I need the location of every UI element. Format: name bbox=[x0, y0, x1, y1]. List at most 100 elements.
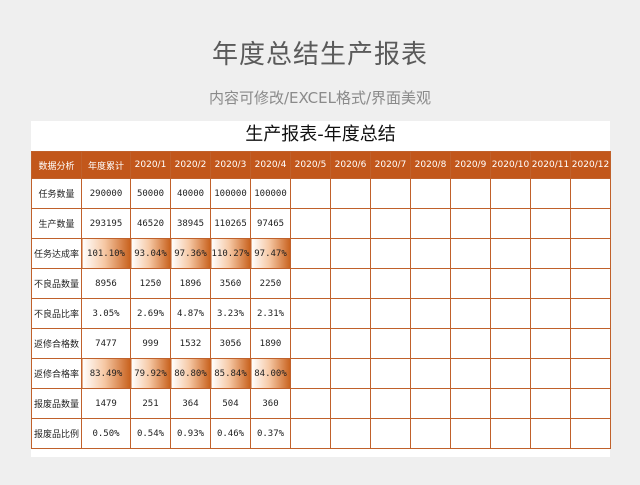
table-cell[interactable] bbox=[570, 358, 611, 389]
table-cell[interactable] bbox=[370, 388, 411, 419]
table-cell[interactable]: 290000 bbox=[81, 178, 131, 209]
table-cell[interactable] bbox=[410, 268, 451, 299]
table-cell[interactable]: 0.37% bbox=[250, 418, 291, 449]
table-cell[interactable] bbox=[290, 238, 331, 269]
table-cell[interactable] bbox=[330, 328, 371, 359]
table-cell[interactable]: 85.84% bbox=[210, 358, 251, 389]
table-cell[interactable] bbox=[490, 298, 531, 329]
table-cell[interactable]: 3056 bbox=[210, 328, 251, 359]
table-cell[interactable]: 110265 bbox=[210, 208, 251, 239]
table-cell[interactable] bbox=[490, 328, 531, 359]
table-cell[interactable] bbox=[490, 358, 531, 389]
table-cell[interactable] bbox=[370, 358, 411, 389]
table-cell[interactable]: 101.10% bbox=[81, 238, 131, 269]
table-cell[interactable] bbox=[330, 388, 371, 419]
table-cell[interactable] bbox=[530, 418, 571, 449]
table-cell[interactable] bbox=[330, 298, 371, 329]
table-cell[interactable]: 7477 bbox=[81, 328, 131, 359]
table-cell[interactable]: 1532 bbox=[170, 328, 211, 359]
table-cell[interactable] bbox=[490, 268, 531, 299]
row-label[interactable]: 不良品比率 bbox=[31, 298, 82, 329]
table-cell[interactable] bbox=[570, 208, 611, 239]
table-cell[interactable]: 97.36% bbox=[170, 238, 211, 269]
table-cell[interactable] bbox=[450, 178, 491, 209]
table-cell[interactable]: 2.31% bbox=[250, 298, 291, 329]
table-cell[interactable] bbox=[290, 358, 331, 389]
table-cell[interactable] bbox=[410, 298, 451, 329]
table-cell[interactable] bbox=[530, 178, 571, 209]
table-cell[interactable] bbox=[530, 208, 571, 239]
table-cell[interactable]: 251 bbox=[130, 388, 171, 419]
table-cell[interactable] bbox=[370, 418, 411, 449]
table-cell[interactable]: 40000 bbox=[170, 178, 211, 209]
table-cell[interactable]: 4.87% bbox=[170, 298, 211, 329]
row-label[interactable]: 报废品数量 bbox=[31, 388, 82, 419]
table-cell[interactable]: 38945 bbox=[170, 208, 211, 239]
table-cell[interactable]: 0.54% bbox=[130, 418, 171, 449]
table-cell[interactable]: 2.69% bbox=[130, 298, 171, 329]
table-cell[interactable] bbox=[530, 268, 571, 299]
table-cell[interactable] bbox=[370, 328, 411, 359]
row-label[interactable]: 任务达成率 bbox=[31, 238, 82, 269]
table-cell[interactable] bbox=[570, 238, 611, 269]
table-cell[interactable] bbox=[330, 268, 371, 299]
table-cell[interactable] bbox=[570, 268, 611, 299]
table-cell[interactable]: 0.50% bbox=[81, 418, 131, 449]
table-cell[interactable] bbox=[490, 208, 531, 239]
table-cell[interactable] bbox=[570, 328, 611, 359]
table-cell[interactable] bbox=[450, 328, 491, 359]
table-cell[interactable] bbox=[370, 298, 411, 329]
table-cell[interactable] bbox=[370, 208, 411, 239]
table-cell[interactable] bbox=[490, 178, 531, 209]
table-cell[interactable]: 80.80% bbox=[170, 358, 211, 389]
row-label[interactable]: 不良品数量 bbox=[31, 268, 82, 299]
table-cell[interactable] bbox=[570, 178, 611, 209]
row-label[interactable]: 生产数量 bbox=[31, 208, 82, 239]
table-cell[interactable]: 79.92% bbox=[130, 358, 171, 389]
table-cell[interactable]: 1250 bbox=[130, 268, 171, 299]
table-cell[interactable] bbox=[290, 328, 331, 359]
table-cell[interactable] bbox=[370, 238, 411, 269]
table-cell[interactable]: 97465 bbox=[250, 208, 291, 239]
table-cell[interactable]: 3.05% bbox=[81, 298, 131, 329]
table-cell[interactable] bbox=[370, 268, 411, 299]
table-cell[interactable]: 100000 bbox=[210, 178, 251, 209]
table-cell[interactable] bbox=[490, 388, 531, 419]
table-cell[interactable]: 3560 bbox=[210, 268, 251, 299]
table-cell[interactable]: 2250 bbox=[250, 268, 291, 299]
table-cell[interactable] bbox=[410, 418, 451, 449]
table-cell[interactable] bbox=[330, 358, 371, 389]
row-label[interactable]: 返修合格率 bbox=[31, 358, 82, 389]
table-cell[interactable] bbox=[330, 208, 371, 239]
table-cell[interactable]: 1896 bbox=[170, 268, 211, 299]
row-label[interactable]: 返修合格数 bbox=[31, 328, 82, 359]
table-cell[interactable] bbox=[490, 418, 531, 449]
table-cell[interactable] bbox=[530, 388, 571, 419]
table-cell[interactable] bbox=[410, 328, 451, 359]
table-cell[interactable]: 93.04% bbox=[130, 238, 171, 269]
row-label[interactable]: 报废品比例 bbox=[31, 418, 82, 449]
table-cell[interactable]: 999 bbox=[130, 328, 171, 359]
table-cell[interactable]: 46520 bbox=[130, 208, 171, 239]
table-cell[interactable] bbox=[450, 298, 491, 329]
table-cell[interactable]: 293195 bbox=[81, 208, 131, 239]
table-cell[interactable]: 3.23% bbox=[210, 298, 251, 329]
table-cell[interactable]: 504 bbox=[210, 388, 251, 419]
table-cell[interactable] bbox=[450, 418, 491, 449]
table-cell[interactable] bbox=[450, 388, 491, 419]
table-cell[interactable]: 50000 bbox=[130, 178, 171, 209]
table-cell[interactable] bbox=[530, 328, 571, 359]
table-cell[interactable]: 0.93% bbox=[170, 418, 211, 449]
table-cell[interactable] bbox=[570, 298, 611, 329]
table-cell[interactable] bbox=[410, 388, 451, 419]
table-cell[interactable]: 8956 bbox=[81, 268, 131, 299]
table-cell[interactable]: 1890 bbox=[250, 328, 291, 359]
table-cell[interactable] bbox=[450, 268, 491, 299]
table-cell[interactable] bbox=[450, 208, 491, 239]
table-cell[interactable] bbox=[410, 178, 451, 209]
row-label[interactable]: 任务数量 bbox=[31, 178, 82, 209]
table-cell[interactable] bbox=[530, 298, 571, 329]
table-cell[interactable] bbox=[530, 238, 571, 269]
table-cell[interactable]: 1479 bbox=[81, 388, 131, 419]
table-cell[interactable]: 0.46% bbox=[210, 418, 251, 449]
